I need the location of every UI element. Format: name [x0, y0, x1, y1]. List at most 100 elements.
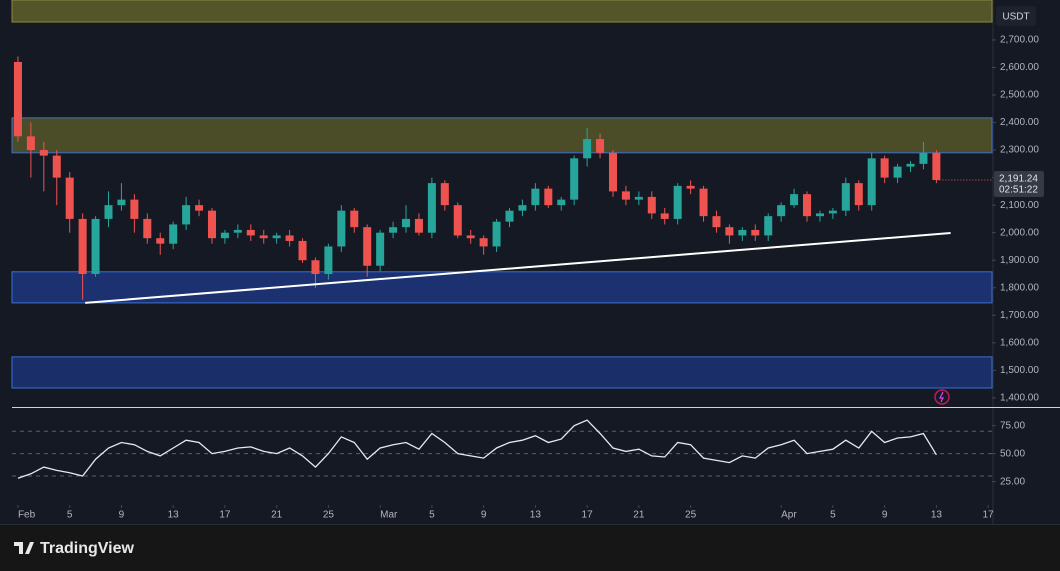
- zone: [11, 0, 993, 23]
- candle-body: [156, 238, 165, 244]
- currency: USDT: [1002, 12, 1029, 23]
- candle-body: [220, 232, 229, 239]
- candle-body: [660, 213, 669, 219]
- brand: TradingView: [40, 540, 135, 557]
- y-tick-label: 2,100.00: [1000, 200, 1039, 211]
- candle-body: [518, 205, 527, 211]
- y-tick-label: 2,700.00: [1000, 35, 1039, 46]
- y-tick-label: 2,500.00: [1000, 90, 1039, 101]
- candle-body: [182, 205, 191, 225]
- footer-bg: [0, 525, 1060, 571]
- candle-body: [621, 191, 630, 200]
- candle-body: [557, 199, 566, 206]
- candle-body: [919, 152, 928, 164]
- candle-body: [880, 158, 889, 178]
- trendline: [85, 231, 951, 304]
- x-tick-label: 17: [582, 510, 594, 521]
- last-price-box: [994, 171, 1044, 198]
- candle-body: [893, 166, 902, 178]
- y-tick-label: 50.00: [1000, 448, 1025, 459]
- x-tick-label: 9: [481, 510, 487, 521]
- y-tick-label: 1,900.00: [1000, 255, 1039, 266]
- countdown: 02:51:22: [999, 185, 1038, 196]
- y-tick-label: 75.00: [1000, 420, 1025, 431]
- x-tick-label: 25: [685, 510, 697, 521]
- currency-box: [996, 6, 1036, 26]
- candle-body: [505, 210, 514, 222]
- candle-body: [143, 218, 152, 239]
- candle-body: [790, 194, 799, 206]
- y-tick-label: 2,600.00: [1000, 62, 1039, 73]
- candle-body: [207, 210, 216, 239]
- candle-body: [815, 213, 824, 217]
- background: [0, 0, 1060, 525]
- candle-body: [78, 218, 87, 274]
- candle-body: [65, 177, 74, 219]
- candle-body: [570, 158, 579, 200]
- candle-body: [453, 205, 462, 236]
- candle-body: [350, 210, 359, 228]
- x-tick-label: 17: [219, 510, 231, 521]
- y-tick-label: 2,300.00: [1000, 145, 1039, 156]
- candle-body: [492, 221, 501, 247]
- candle-body: [712, 216, 721, 228]
- candle-body: [531, 188, 540, 206]
- candle-body: [828, 210, 837, 214]
- x-tick-label: 13: [530, 510, 542, 521]
- y-tick-label: 1,800.00: [1000, 282, 1039, 293]
- candle-body: [311, 260, 320, 274]
- candle-body: [26, 136, 35, 151]
- zone: [11, 117, 993, 154]
- x-tick-label: 9: [882, 510, 888, 521]
- candle-body: [298, 240, 307, 261]
- candle-body: [634, 196, 643, 200]
- plot: [11, 0, 993, 479]
- candle-body: [285, 235, 294, 241]
- x-tick-label: 21: [271, 510, 283, 521]
- candle-body: [686, 185, 695, 189]
- x-tick-label: Feb: [18, 510, 36, 521]
- rsi-line: [17, 419, 937, 479]
- x-tick-label: Mar: [380, 510, 398, 521]
- candle-body: [466, 235, 475, 239]
- candle-body: [596, 139, 605, 153]
- candle-body: [13, 61, 22, 137]
- candle-body: [195, 205, 204, 211]
- candle-body: [841, 183, 850, 211]
- candle-body: [867, 158, 876, 206]
- last-price-label: 2,191.24: [999, 174, 1038, 185]
- x-tick-label: 17: [983, 510, 995, 521]
- alert-bolt: [939, 391, 944, 403]
- candle-body: [647, 196, 656, 214]
- candle-body: [854, 183, 863, 206]
- alert-icon: [934, 389, 950, 405]
- candle-body: [337, 210, 346, 247]
- candle-body: [440, 183, 449, 206]
- candle-body: [699, 188, 708, 217]
- candle-body: [803, 194, 812, 217]
- x-tick-label: 25: [323, 510, 335, 521]
- candle-body: [246, 229, 255, 236]
- y-tick-label: 1,400.00: [1000, 393, 1039, 404]
- candle-body: [324, 246, 333, 274]
- y-tick-label: 25.00: [1000, 476, 1025, 487]
- candle-body: [52, 155, 61, 178]
- candle-body: [583, 139, 592, 159]
- x-tick-label: 13: [168, 510, 180, 521]
- candle-body: [91, 218, 100, 274]
- candle-body: [738, 229, 747, 236]
- logo: [14, 542, 34, 554]
- candle-body: [389, 227, 398, 233]
- candle-body: [725, 227, 734, 236]
- x-tick-label: Apr: [781, 510, 797, 521]
- candle-body: [932, 152, 941, 181]
- logo-mark: [14, 542, 34, 554]
- x-tick-label: 5: [830, 510, 836, 521]
- candle-body: [104, 205, 113, 219]
- candle-body: [751, 229, 760, 236]
- candle-body: [376, 232, 385, 266]
- zone: [11, 271, 993, 304]
- candle-body: [363, 227, 372, 266]
- candle-body: [169, 224, 178, 244]
